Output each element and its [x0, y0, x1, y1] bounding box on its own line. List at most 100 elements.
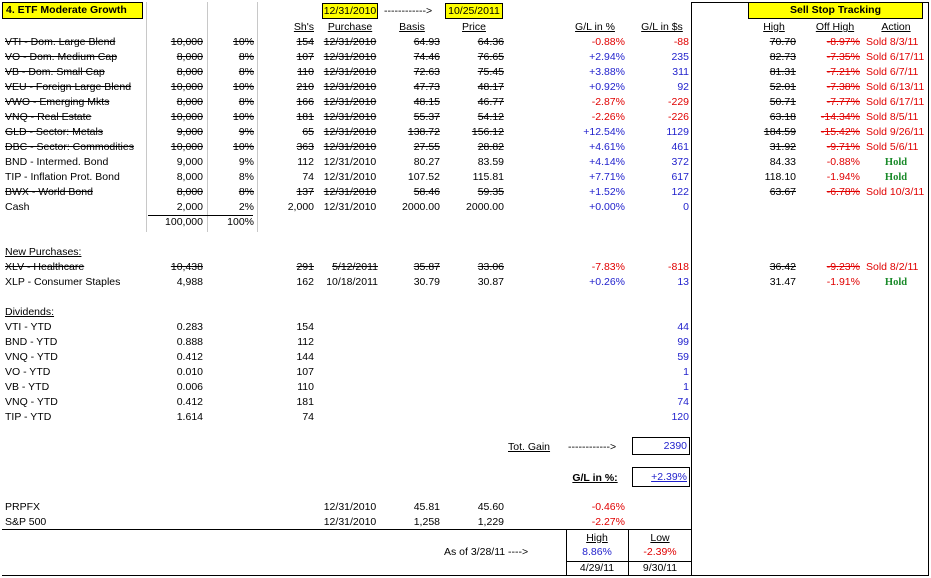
new-purchase-name: XLV - Healthcare [5, 261, 85, 273]
holding-action: Sold 6/17/11 [866, 51, 925, 63]
holding-off-high: -7.21% [826, 66, 860, 78]
header-action: Action [881, 21, 911, 33]
high-date: 4/29/11 [579, 562, 615, 574]
holding-basis: 48.15 [413, 96, 440, 108]
holding-gl-pct: +7.71% [589, 171, 625, 183]
right-border [928, 2, 929, 576]
holding-shares: 74 [302, 171, 314, 183]
header-shares: Sh's [293, 21, 314, 33]
holding-basis: 58.46 [413, 186, 440, 198]
date-arrow: ------------> [384, 5, 433, 17]
dividend-name: VB - YTD [5, 381, 50, 393]
holding-high: 63.67 [769, 186, 796, 198]
holding-price: 59.35 [477, 186, 504, 198]
dividend-usd: 99 [677, 336, 689, 348]
holding-price: 46.77 [477, 96, 504, 108]
holding-pct: 8% [238, 96, 254, 108]
holding-gl-pct: -0.88% [591, 36, 625, 48]
total-gain-box: 2390 [632, 437, 690, 455]
holding-high: 50.71 [769, 96, 796, 108]
holding-amount: 9,000 [176, 156, 203, 168]
high-label: High [586, 532, 608, 544]
low-label: Low [650, 532, 670, 544]
holding-amount: 10,000 [170, 111, 203, 123]
holding-off-high: -14.34% [820, 111, 860, 123]
dividends-label: Dividends: [5, 306, 55, 318]
holding-off-high: -7.38% [826, 81, 860, 93]
holding-gl-pct: +2.94% [589, 51, 625, 63]
highlow-mid [628, 529, 629, 576]
holding-amount: 10,000 [170, 81, 203, 93]
holding-price: 28.82 [477, 141, 504, 153]
new-purchase-off-high: -1.91% [826, 276, 860, 288]
holding-purchase-date: 12/31/2010 [323, 186, 377, 198]
benchmark-gl-pct: -0.46% [591, 501, 625, 513]
holding-name: VTI - Dom. Large Blend [5, 36, 116, 48]
header-price: Price [462, 21, 486, 33]
holding-price: 76.65 [477, 51, 504, 63]
holding-action: Sold 9/26/11 [866, 126, 925, 138]
new-purchase-amount: 4,988 [176, 276, 203, 288]
holding-high: 81.31 [769, 66, 796, 78]
low-value: -2.39% [643, 546, 677, 558]
holding-price: 2000.00 [466, 201, 504, 213]
holding-pct: 10% [232, 111, 254, 123]
holding-gl-pct: +4.14% [589, 156, 625, 168]
benchmark-price: 45.60 [477, 501, 504, 513]
holding-basis: 72.63 [413, 66, 440, 78]
holding-purchase-date: 12/31/2010 [323, 126, 377, 138]
dividend-amount: 0.006 [176, 381, 203, 393]
new-purchase-gl-pct: -7.83% [591, 261, 625, 273]
holding-gl-usd: 235 [671, 51, 689, 63]
holding-name: TIP - Inflation Prot. Bond [5, 171, 120, 183]
benchmark-name: PRPFX [5, 501, 41, 513]
holding-gl-pct: +4.61% [589, 141, 625, 153]
holding-name: DBC - Sector: Commodities [5, 141, 134, 153]
holding-action: Sold 8/3/11 [866, 36, 919, 48]
section-divider [691, 2, 692, 576]
holding-amount: 9,000 [176, 126, 203, 138]
holding-amount: 8,000 [176, 96, 203, 108]
holding-high: 63.18 [769, 111, 796, 123]
holding-shares: 110 [297, 66, 314, 78]
holding-price: 115.81 [472, 171, 504, 183]
holding-price: 48.17 [477, 81, 504, 93]
holding-pct: 8% [238, 186, 254, 198]
holding-pct: 8% [238, 171, 254, 183]
benchmark-gl-pct: -2.27% [591, 516, 625, 528]
dividend-usd: 120 [671, 411, 689, 423]
holding-shares: 363 [296, 141, 314, 153]
sell-stop-title: Sell Stop Tracking [789, 4, 882, 16]
holding-gl-pct: +0.92% [589, 81, 625, 93]
new-purchase-gl-usd: -818 [667, 261, 689, 273]
holding-purchase-date: 12/31/2010 [323, 81, 377, 93]
new-purchase-date: 5/12/2011 [332, 261, 378, 273]
holding-price: 75.45 [477, 66, 504, 78]
holding-pct: 9% [238, 156, 254, 168]
holding-price: 83.59 [477, 156, 504, 168]
holding-action: Sold 10/3/11 [866, 186, 925, 198]
holding-shares: 2,000 [287, 201, 314, 213]
holding-pct: 2% [238, 201, 254, 213]
new-purchase-date: 10/18/2011 [326, 276, 378, 288]
holding-pct: 10% [232, 141, 254, 153]
holding-amount: 10,000 [170, 141, 203, 153]
total-pct: 100% [227, 216, 254, 228]
new-purchase-basis: 30.79 [413, 276, 440, 288]
as-of-label: As of 3/28/11 ----> [444, 546, 529, 558]
end-date: 10/25/2011 [448, 5, 500, 17]
dividend-shares: 144 [296, 351, 314, 363]
holding-off-high: -9.71% [826, 141, 860, 153]
dividend-usd: 59 [677, 351, 689, 363]
holding-basis: 74.46 [413, 51, 440, 63]
holding-gl-pct: +3.88% [589, 66, 625, 78]
holding-off-high: -7.77% [826, 96, 860, 108]
dividend-amount: 0.412 [176, 396, 203, 408]
holding-purchase-date: 12/31/2010 [323, 156, 377, 168]
holding-amount: 8,000 [176, 171, 203, 183]
dividend-usd: 1 [683, 381, 689, 393]
benchmark-basis: 1,258 [413, 516, 440, 528]
holding-pct: 10% [232, 36, 254, 48]
holding-name: VO - Dom. Medium Cap [5, 51, 118, 63]
